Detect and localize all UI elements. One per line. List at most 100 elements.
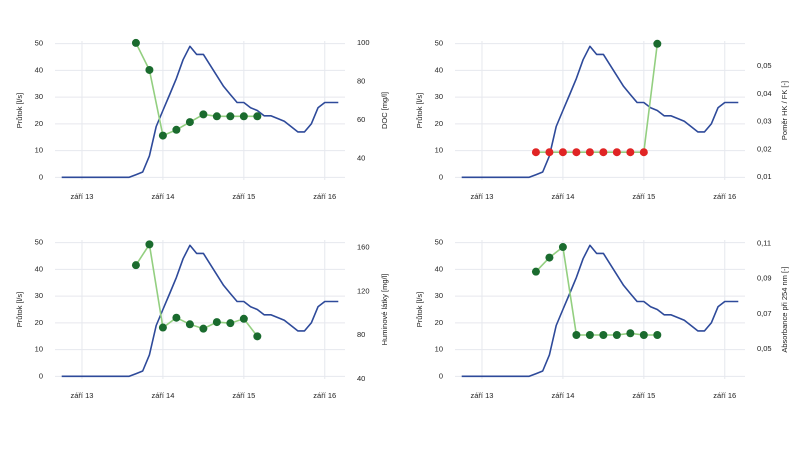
data-point	[572, 331, 581, 340]
y-tick-label: 30	[435, 92, 443, 101]
y2-tick-label: 0,01	[757, 172, 772, 181]
data-point	[131, 38, 140, 47]
x-tick-label: září 16	[313, 391, 336, 400]
data-point	[612, 331, 621, 340]
y-tick-label: 50	[435, 238, 443, 247]
x-tick-label: září 14	[551, 192, 574, 201]
y-tick-label: 0	[39, 371, 43, 380]
y2-tick-label: 40	[357, 374, 365, 383]
flow-line	[61, 244, 339, 378]
y2-tick-label: 0,02	[757, 144, 772, 153]
x-tick-label: září 14	[151, 192, 174, 201]
data-point	[585, 148, 594, 157]
x-tick-label: září 15	[632, 192, 655, 201]
data-point	[131, 261, 140, 270]
y2-tick-label: 160	[357, 243, 370, 252]
data-point	[158, 323, 167, 332]
data-point	[599, 331, 608, 340]
y-tick-label: 30	[35, 92, 43, 101]
y-tick-label: 0	[39, 172, 43, 181]
y-axis-label: Průtok [l/s]	[15, 292, 24, 327]
x-tick-label: září 16	[713, 192, 736, 201]
series-line	[135, 242, 258, 337]
y-tick-label: 0	[439, 371, 443, 380]
y2-tick-label: 0,05	[757, 61, 772, 70]
y2-tick-label: 0,11	[757, 239, 771, 248]
x-tick-label: září 13	[471, 192, 494, 201]
y-tick-label: 10	[435, 146, 443, 155]
data-point	[239, 112, 248, 121]
y-axis-label: Průtok [l/s]	[415, 93, 424, 128]
data-point	[158, 131, 167, 140]
y2-axis-label: Absorbance při 254 nm [-]	[780, 266, 789, 352]
data-point	[172, 313, 181, 322]
x-tick-label: září 13	[71, 192, 94, 201]
data-point	[653, 331, 662, 340]
data-point	[239, 314, 248, 323]
x-tick-label: září 13	[71, 391, 94, 400]
panel: září 13 září 14 září 15 září 16 0 10 20 30 40 50 0…	[415, 39, 789, 201]
data-point	[626, 329, 635, 338]
y2-tick-label: 60	[357, 115, 365, 124]
y-tick-label: 20	[35, 119, 43, 128]
x-tick-label: září 15	[632, 391, 655, 400]
data-point	[612, 148, 621, 157]
data-point	[531, 267, 540, 276]
y2-tick-label: 80	[357, 77, 365, 86]
y2-tick-label: 120	[357, 286, 370, 295]
y2-tick-label: 0,09	[757, 274, 772, 283]
y2-tick-label: 0,07	[757, 309, 772, 318]
data-point	[185, 320, 194, 329]
x-tick-label: září 13	[471, 391, 494, 400]
y2-axis-label: Poměr HK / FK [-]	[780, 81, 789, 140]
y-tick-label: 40	[435, 65, 443, 74]
data-point	[558, 148, 567, 157]
data-point	[639, 148, 648, 157]
data-point	[626, 148, 635, 157]
data-point	[653, 39, 662, 48]
data-point	[253, 112, 262, 121]
y-tick-label: 30	[35, 291, 43, 300]
data-point	[585, 331, 594, 340]
y-tick-label: 50	[35, 238, 43, 247]
data-point	[172, 125, 181, 134]
series-line	[535, 245, 658, 336]
y2-tick-label: 0,05	[757, 344, 772, 353]
data-point	[145, 240, 154, 249]
y2-tick-label: 40	[357, 154, 365, 163]
data-point	[545, 148, 554, 157]
y2-tick-label: 100	[357, 38, 370, 47]
series-line	[135, 42, 258, 137]
y2-tick-label: 0,03	[757, 117, 772, 126]
data-point	[572, 148, 581, 157]
x-tick-label: září 15	[232, 391, 255, 400]
flow-line	[461, 45, 739, 179]
data-point	[558, 243, 567, 252]
data-point	[599, 148, 608, 157]
y2-tick-label: 80	[357, 330, 365, 339]
y-tick-label: 20	[435, 318, 443, 327]
y2-axis-label: Huminové látky [mg/l]	[380, 274, 389, 346]
y-tick-label: 50	[35, 39, 43, 48]
data-point	[253, 332, 262, 341]
flow-line	[461, 244, 739, 378]
y-axis-label: Průtok [l/s]	[15, 93, 24, 128]
x-tick-label: září 14	[551, 391, 574, 400]
data-point	[531, 148, 540, 157]
y-tick-label: 40	[35, 65, 43, 74]
y-tick-label: 30	[435, 291, 443, 300]
data-point	[226, 319, 235, 328]
y-tick-label: 10	[35, 146, 43, 155]
data-point	[199, 110, 208, 119]
data-point	[226, 112, 235, 121]
x-tick-label: září 15	[232, 192, 255, 201]
panel: září 13 září 14 září 15 září 16 0 10 20 30 40 50 4…	[15, 238, 389, 400]
y-tick-label: 40	[35, 264, 43, 273]
data-point	[199, 324, 208, 333]
x-tick-label: září 16	[713, 391, 736, 400]
data-point	[212, 318, 221, 327]
y-tick-label: 40	[435, 264, 443, 273]
data-point	[545, 253, 554, 262]
flow-line	[61, 45, 339, 179]
